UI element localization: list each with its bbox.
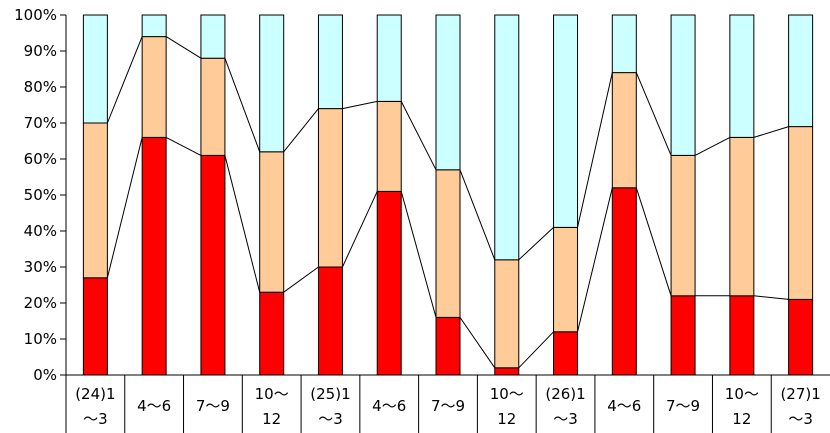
bar-segment-2-11 <box>729 14 755 138</box>
axes-layer <box>60 14 830 433</box>
series-line-0-4 <box>342 191 378 268</box>
bar-segment-0-6 <box>435 316 461 376</box>
bar-segment-0-2 <box>200 154 226 376</box>
x-tick-label: 10～ <box>725 385 759 403</box>
y-tick-label: 70% <box>24 114 57 132</box>
bar-segment-1-0 <box>82 122 108 279</box>
bar-segment-0-10 <box>670 295 696 376</box>
y-tick-label: 30% <box>24 258 57 276</box>
bar-segment-1-12 <box>788 126 814 300</box>
x-tick-labels: (24)1 ～3 4～6 7～9 10～ 12 (25)1 ～3 4～6 7～9 10～ 12 (26)… <box>75 385 821 428</box>
x-tick-label: (26)1 <box>545 385 585 403</box>
x-tick-label: 7～9 <box>666 397 700 415</box>
bar-segment-2-12 <box>788 14 814 128</box>
y-tick-label: 20% <box>24 294 57 312</box>
bar-segment-0-7 <box>494 367 520 376</box>
x-tick-label: 4～6 <box>137 397 171 415</box>
bar-segment-2-1 <box>141 14 167 38</box>
bar-segment-0-12 <box>788 298 814 376</box>
series-line-1-0 <box>106 36 143 124</box>
x-tick-label: ～3 <box>788 410 813 428</box>
bar-segment-2-8 <box>553 14 579 228</box>
series-line-0-1 <box>165 136 202 156</box>
bar-segment-1-9 <box>611 72 637 189</box>
series-line-0-11 <box>753 295 789 300</box>
x-tick-label: (24)1 <box>75 385 115 403</box>
bar-segment-2-10 <box>670 14 696 156</box>
bar-segment-1-8 <box>553 226 579 333</box>
bar-segment-0-0 <box>82 277 108 376</box>
x-tick-label: 12 <box>732 410 751 428</box>
bar-segment-2-3 <box>259 14 285 153</box>
bar-segment-0-8 <box>553 331 579 376</box>
y-tick-label: 80% <box>24 78 57 96</box>
series-line-1-1 <box>165 36 202 59</box>
bar-segment-1-5 <box>376 100 402 192</box>
series-line-0-3 <box>283 266 319 293</box>
y-tick-label: 100% <box>14 6 57 24</box>
series-line-1-4 <box>342 100 378 110</box>
x-tick-label: (27)1 <box>780 385 820 403</box>
y-tick-labels: 0% 10% 20% 30% 40% 50% 60% 70% 80% 90% 100% <box>14 6 57 384</box>
x-tick-label: ～3 <box>318 410 343 428</box>
bar-segment-1-2 <box>200 57 226 156</box>
series-line-1-3 <box>283 108 319 153</box>
series-line-0-0 <box>106 137 143 278</box>
bar-segment-0-3 <box>259 291 285 376</box>
x-tick-label: 7～9 <box>196 397 230 415</box>
bar-segment-1-4 <box>317 108 343 268</box>
x-tick-label: ～3 <box>83 410 108 428</box>
bar-segment-2-7 <box>494 14 520 261</box>
bar-segment-2-5 <box>376 14 402 102</box>
x-tick-label: (25)1 <box>310 385 350 403</box>
bar-segment-1-11 <box>729 136 755 297</box>
bar-segment-0-9 <box>611 187 637 376</box>
x-tick-label: 12 <box>497 410 516 428</box>
bar-segment-0-1 <box>141 136 167 376</box>
x-tick-label: 4～6 <box>607 397 641 415</box>
bar-segment-1-3 <box>259 151 285 293</box>
bar-segment-2-6 <box>435 14 461 171</box>
series-line-1-10 <box>694 136 731 156</box>
y-tick-label: 90% <box>24 42 57 60</box>
series-lines-layer <box>106 36 789 369</box>
bar-segment-1-10 <box>670 154 696 297</box>
bar-segment-0-5 <box>376 190 402 376</box>
x-tick-label: 7～9 <box>431 397 465 415</box>
bar-segment-1-7 <box>494 259 520 369</box>
series-line-1-11 <box>753 126 789 138</box>
series-line-1-9 <box>635 72 672 156</box>
bar-segment-0-4 <box>317 266 343 376</box>
series-line-0-9 <box>635 187 672 296</box>
bar-segment-1-6 <box>435 169 461 318</box>
x-tick-label: 10～ <box>255 385 289 403</box>
series-line-1-8 <box>577 72 613 228</box>
x-tick-label: 4～6 <box>372 397 406 415</box>
series-line-0-2 <box>224 155 261 293</box>
bar-segment-2-9 <box>611 14 637 74</box>
bar-segment-0-11 <box>729 295 755 376</box>
bar-segment-1-1 <box>141 36 167 138</box>
bars-layer <box>82 14 814 376</box>
bar-segment-2-0 <box>82 14 108 124</box>
x-tick-label: 12 <box>262 410 281 428</box>
series-line-0-6 <box>459 317 496 369</box>
bar-segment-2-2 <box>200 14 226 59</box>
series-line-0-8 <box>577 187 613 332</box>
series-line-1-5 <box>400 101 437 171</box>
series-line-0-5 <box>400 191 437 318</box>
y-tick-label: 40% <box>24 222 57 240</box>
y-tick-label: 60% <box>24 150 57 168</box>
y-tick-label: 0% <box>33 366 57 384</box>
series-line-1-6 <box>459 169 496 260</box>
y-tick-label: 10% <box>24 330 57 348</box>
x-tick-label: ～3 <box>553 410 578 428</box>
bar-segment-2-4 <box>317 14 343 110</box>
series-line-1-2 <box>224 58 261 152</box>
y-tick-label: 50% <box>24 186 57 204</box>
x-tick-label: 10～ <box>490 385 524 403</box>
series-line-1-7 <box>518 227 554 261</box>
series-line-0-7 <box>518 331 554 369</box>
